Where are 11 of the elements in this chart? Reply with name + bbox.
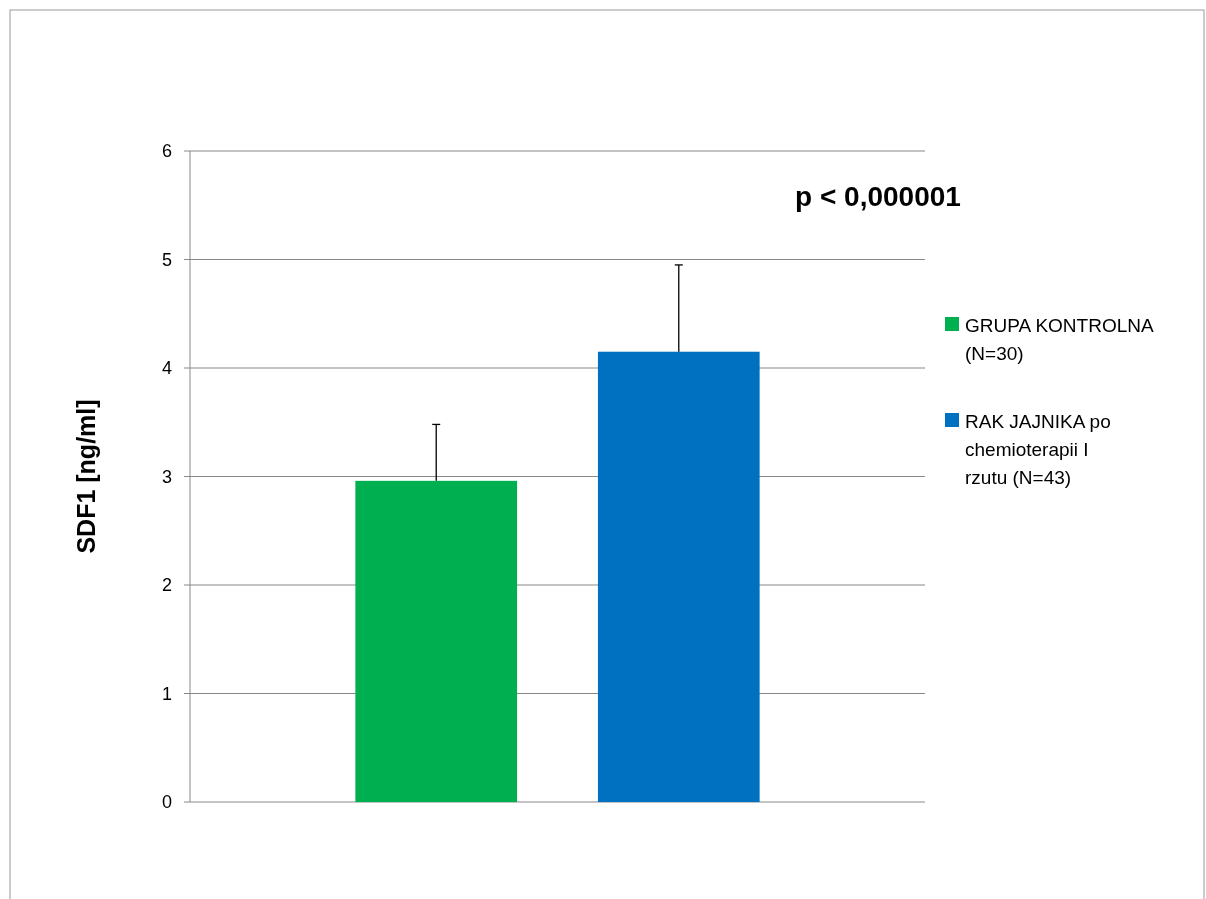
- annotation: p < 0,000001: [795, 181, 961, 212]
- y-tick-label: 2: [161, 575, 172, 596]
- y-tick-label: 1: [161, 683, 172, 704]
- y-tick-label: 3: [161, 466, 172, 487]
- legend-label: GRUPA KONTROLNA (N=30): [965, 314, 1154, 364]
- legend-label: RAK JAJNIKA po chemioterapii I rzutu (N=43): [965, 410, 1111, 488]
- y-tick-label: 4: [161, 358, 172, 379]
- y-tick-label: 5: [161, 249, 172, 270]
- y-axis-title: SDF1 [ng/ml]: [72, 399, 100, 554]
- y-tick-label: 6: [161, 141, 172, 162]
- y-tick-label: 0: [161, 792, 172, 813]
